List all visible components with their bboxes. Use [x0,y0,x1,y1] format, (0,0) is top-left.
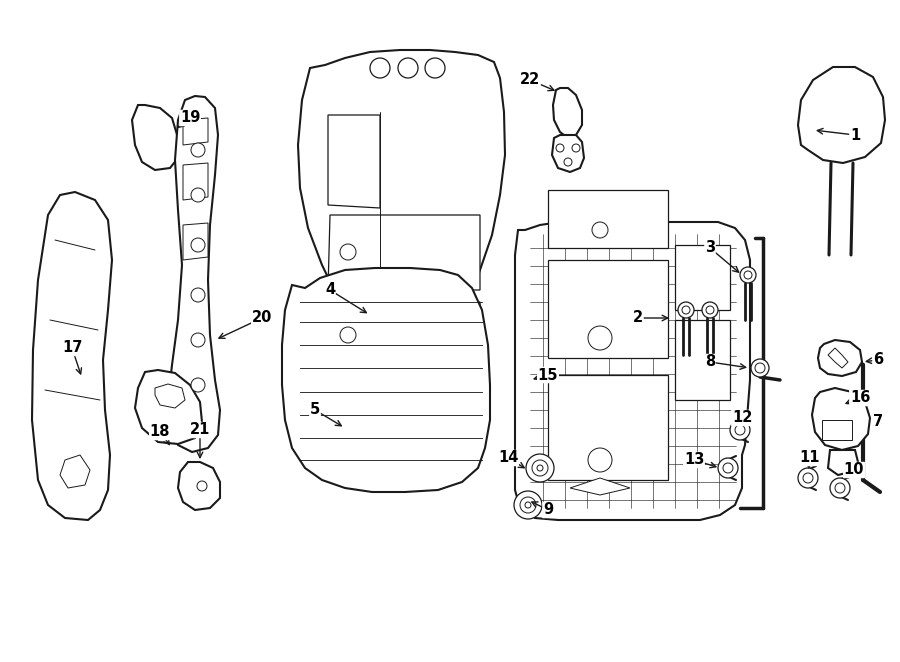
Polygon shape [515,222,750,520]
Circle shape [588,326,612,350]
Circle shape [197,481,207,491]
Bar [548,260,668,358]
Circle shape [678,302,694,318]
Text: 21: 21 [190,422,211,438]
Circle shape [191,143,205,157]
Text: 6: 6 [873,352,883,367]
Circle shape [744,271,752,279]
Circle shape [588,448,612,472]
Text: 11: 11 [800,451,820,465]
Polygon shape [183,118,208,145]
Polygon shape [60,455,90,488]
Polygon shape [828,450,858,475]
Text: 8: 8 [705,354,716,369]
Circle shape [730,420,750,440]
Polygon shape [328,215,480,290]
Circle shape [537,465,543,471]
Circle shape [191,288,205,302]
Ellipse shape [369,63,387,77]
Polygon shape [328,115,380,208]
Polygon shape [812,388,870,450]
Text: 16: 16 [850,391,870,406]
Circle shape [682,306,690,314]
Polygon shape [570,478,630,495]
Text: 9: 9 [543,502,553,518]
Text: 13: 13 [684,453,704,467]
Text: 4: 4 [325,283,335,297]
Circle shape [526,454,554,482]
Text: 2: 2 [633,310,643,326]
Polygon shape [132,105,178,170]
Polygon shape [818,340,862,376]
Circle shape [592,222,608,238]
Text: 20: 20 [252,310,272,326]
Polygon shape [155,384,185,408]
Polygon shape [168,96,220,452]
Polygon shape [298,50,505,458]
Bar [822,420,852,440]
Circle shape [398,58,418,78]
Text: 7: 7 [873,414,883,430]
Bar [675,320,730,400]
Circle shape [723,463,733,473]
Circle shape [191,188,205,202]
Polygon shape [183,223,208,260]
Circle shape [755,363,765,373]
Polygon shape [552,135,584,172]
Circle shape [830,478,850,498]
Polygon shape [328,380,480,408]
Circle shape [191,378,205,392]
Text: 10: 10 [844,463,864,477]
Text: 18: 18 [149,424,170,440]
Text: 12: 12 [732,410,752,426]
Polygon shape [32,192,112,520]
Circle shape [798,468,818,488]
Polygon shape [798,67,885,163]
Circle shape [556,144,564,152]
Circle shape [740,267,756,283]
Circle shape [520,497,536,513]
Polygon shape [553,88,582,138]
Ellipse shape [425,63,443,77]
Bar [548,190,668,248]
Circle shape [835,483,845,493]
Circle shape [564,158,572,166]
Ellipse shape [397,63,415,77]
Text: 14: 14 [498,451,518,465]
Circle shape [514,491,542,519]
Circle shape [751,359,769,377]
Polygon shape [282,268,490,492]
Circle shape [572,144,580,152]
Text: 15: 15 [538,367,558,383]
Bar [675,245,730,310]
Bar [548,375,668,480]
Circle shape [718,458,738,478]
Text: 5: 5 [310,402,320,418]
Circle shape [702,302,718,318]
Text: 17: 17 [62,340,82,355]
Circle shape [803,473,813,483]
Circle shape [191,238,205,252]
Circle shape [735,425,745,435]
Circle shape [425,58,445,78]
Polygon shape [135,370,202,444]
Circle shape [706,306,714,314]
Circle shape [532,460,548,476]
Text: 22: 22 [520,73,540,87]
Text: 19: 19 [180,111,200,126]
Polygon shape [328,302,480,370]
Circle shape [340,244,356,260]
Text: 3: 3 [705,240,716,256]
Text: 1: 1 [850,128,860,142]
Polygon shape [183,163,208,200]
Circle shape [340,327,356,343]
Circle shape [191,333,205,347]
Circle shape [370,58,390,78]
Circle shape [525,502,531,508]
Polygon shape [178,462,220,510]
